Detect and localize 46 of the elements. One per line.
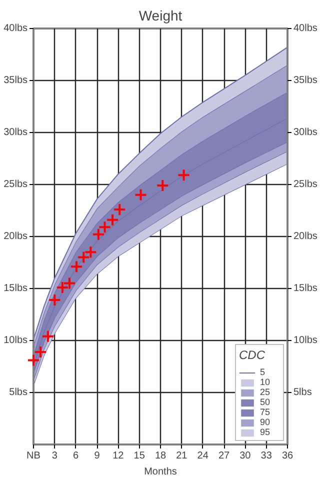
x-tick-label: 6 — [73, 450, 80, 462]
legend-title: CDC — [239, 348, 266, 362]
x-tick-label: 15 — [134, 450, 146, 462]
x-tick-label: 36 — [282, 450, 294, 462]
chart-title: Weight — [138, 8, 182, 24]
x-tick-label: NB — [26, 450, 41, 462]
y2-tick-label: 25lbs — [294, 179, 318, 190]
y2-tick-label: 40lbs — [294, 23, 318, 34]
x-tick-label: 24 — [197, 450, 209, 462]
point — [70, 260, 84, 274]
x-tick-label: 21 — [176, 450, 188, 462]
x-tick-label: 27 — [218, 450, 230, 462]
y-tick-label: 25lbs — [4, 179, 28, 190]
y-tick-label: 10lbs — [4, 335, 28, 346]
x-tick-label: 12 — [112, 450, 124, 462]
y-tick-label: 30lbs — [4, 127, 28, 138]
y-tick-label: 40lbs — [4, 23, 28, 34]
y-tick-label: 20lbs — [4, 231, 28, 242]
legend-label: 75 — [260, 407, 272, 417]
legend-label: 50 — [260, 397, 272, 407]
x-tick-label: 30 — [240, 450, 252, 462]
x-axis-title: Months — [144, 466, 177, 478]
legend-label: 95 — [260, 427, 272, 437]
x-tick-label: 18 — [154, 450, 166, 462]
point — [48, 293, 62, 306]
point — [134, 188, 148, 202]
legend-label: 25 — [260, 387, 272, 397]
x-tick-label: 9 — [94, 450, 100, 462]
y2-tick-label: 20lbs — [294, 231, 318, 242]
point — [177, 168, 190, 182]
y2-tick-label: 5lbs — [294, 387, 312, 398]
x-tick-label: 33 — [260, 450, 272, 462]
legend-label: 5 — [260, 367, 266, 377]
point — [41, 330, 54, 343]
legend-label: 90 — [260, 417, 272, 427]
y-tick-label: 5lbs — [9, 387, 28, 398]
y2-tick-label: 10lbs — [294, 335, 318, 346]
y-tick-label: 15lbs — [4, 283, 28, 294]
y2-tick-label: 15lbs — [294, 283, 318, 294]
y-tick-label: 35lbs — [4, 75, 28, 86]
y2-tick-label: 30lbs — [294, 127, 318, 138]
point — [113, 202, 126, 216]
point — [156, 179, 170, 192]
legend-label: 10 — [260, 377, 272, 387]
x-tick-label: 3 — [52, 450, 58, 462]
y2-tick-label: 35lbs — [294, 75, 318, 86]
